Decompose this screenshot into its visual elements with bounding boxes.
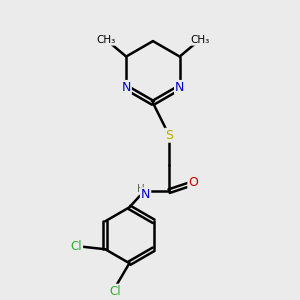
Text: CH₃: CH₃ [96, 35, 115, 45]
Text: N: N [175, 81, 184, 94]
Text: N: N [122, 81, 131, 94]
Text: S: S [165, 129, 173, 142]
Text: CH₃: CH₃ [191, 35, 210, 45]
Text: O: O [188, 176, 198, 189]
Text: Cl: Cl [70, 240, 82, 253]
Text: Cl: Cl [109, 285, 121, 298]
Text: N: N [141, 188, 150, 201]
Text: H: H [137, 184, 145, 194]
